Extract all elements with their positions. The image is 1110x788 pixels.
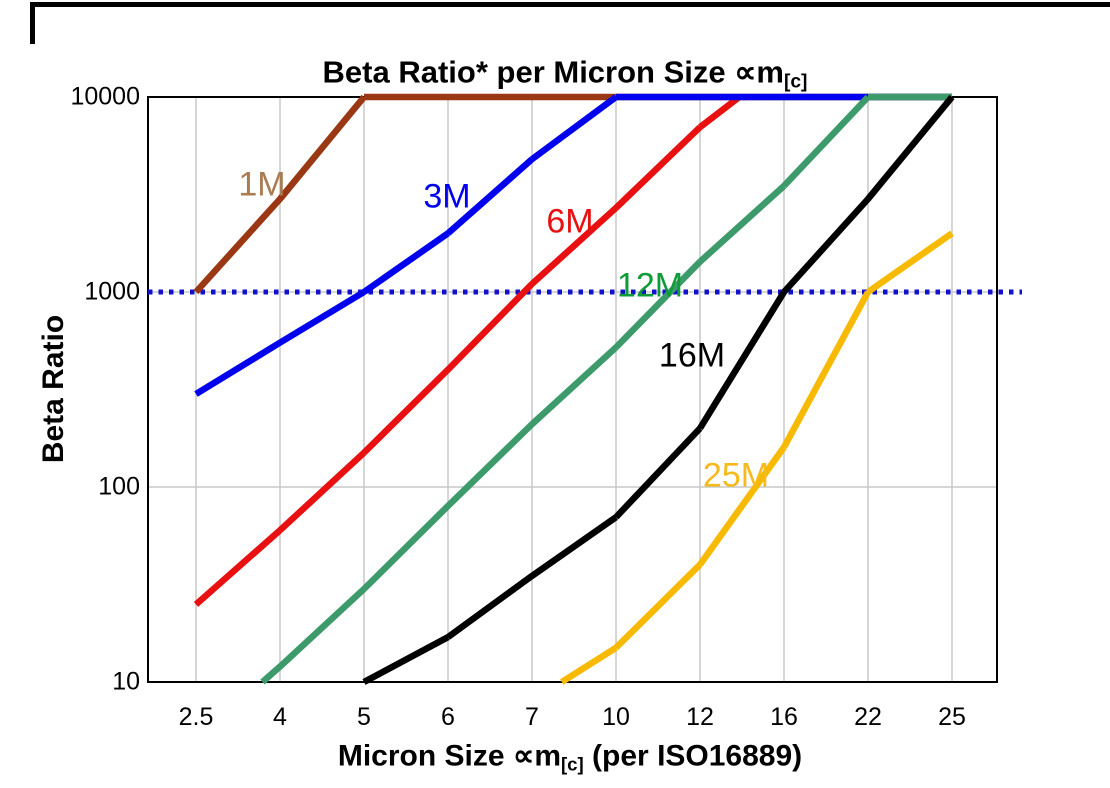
series-label-3M: 3M — [423, 177, 471, 216]
x-tick-label: 10 — [602, 703, 630, 731]
series-line-12M — [260, 93, 952, 685]
x-tick-label: 6 — [441, 703, 455, 731]
x-axis-title: Micron Size ∝m[c] (per ISO16889) — [338, 738, 802, 775]
series-label-16M: 16M — [658, 336, 726, 375]
proportional-mu-symbol: ∝m — [734, 54, 784, 90]
proportional-mu-symbol: ∝m — [512, 739, 561, 773]
y-tick-label: 100 — [98, 472, 140, 501]
series-label-1M: 1M — [238, 165, 286, 204]
series-line-16M — [362, 94, 955, 685]
series-label-12M: 12M — [616, 266, 684, 305]
frame-left-border — [30, 2, 35, 44]
x-tick-label: 2.5 — [178, 703, 214, 731]
x-tick-label: 4 — [273, 703, 287, 731]
x-tick-label: 22 — [854, 703, 882, 731]
x-tick-label: 12 — [686, 703, 714, 731]
chart-title: Beta Ratio* per Micron Size ∝m[c] — [323, 54, 808, 93]
series-line-6M — [193, 94, 742, 607]
chart-title-text: Beta Ratio* per Micron Size — [322, 54, 735, 90]
x-axis-title-text: Micron Size — [337, 739, 513, 773]
chart-title-subscript: [c] — [783, 71, 808, 93]
series-label-6M: 6M — [546, 202, 594, 241]
frame-top-border — [30, 2, 1110, 7]
y-tick-label: 1000 — [84, 277, 140, 306]
x-tick-label: 16 — [770, 703, 798, 731]
x-tick-label: 7 — [525, 703, 539, 731]
y-tick-label: 10 — [112, 667, 140, 696]
x-axis-title-suffix: (per ISO16889) — [583, 739, 803, 773]
x-axis-title-subscript: [c] — [560, 753, 584, 775]
series-line-25M — [560, 230, 954, 685]
y-axis-title: Beta Ratio — [37, 314, 70, 464]
series-label-25M: 25M — [702, 456, 770, 495]
x-tick-label: 25 — [938, 703, 966, 731]
x-tick-label: 5 — [357, 703, 371, 731]
y-tick-label: 10000 — [70, 82, 140, 111]
